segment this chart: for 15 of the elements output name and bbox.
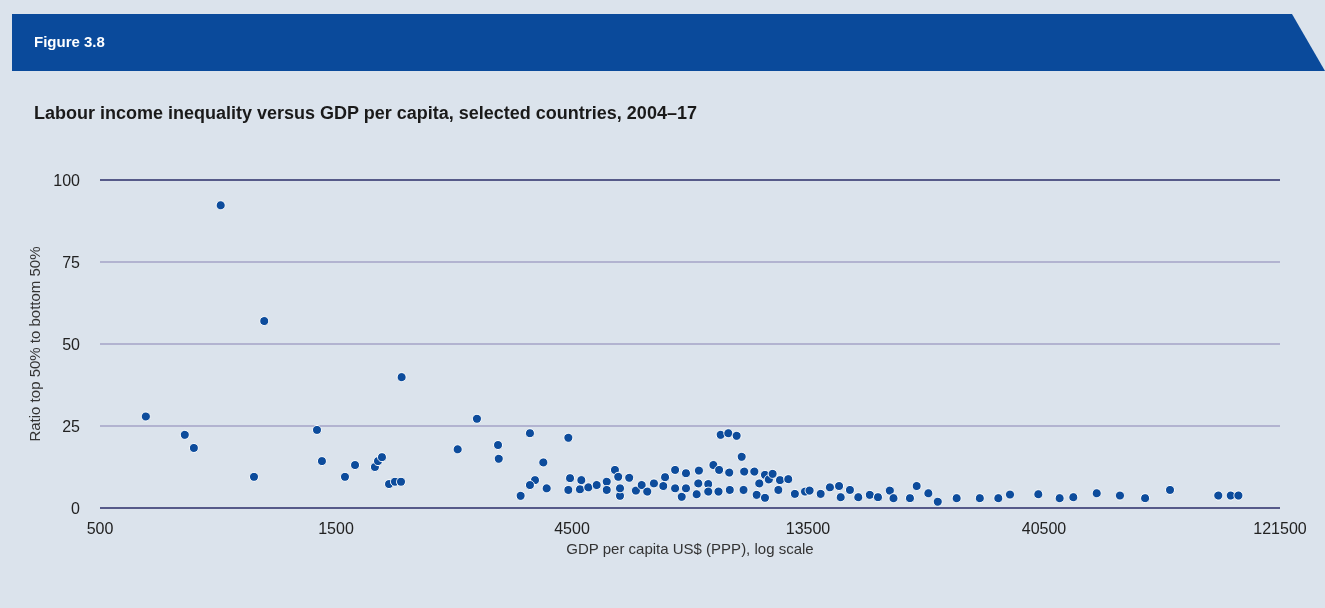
x-tick-label: 1500 bbox=[318, 519, 354, 537]
y-tick-label: 0 bbox=[71, 499, 81, 517]
x-tick-label: 500 bbox=[86, 519, 114, 537]
y-tick-label: 100 bbox=[53, 171, 81, 189]
y-tick-label: 50 bbox=[62, 335, 81, 353]
y-tick-label: 25 bbox=[62, 417, 81, 435]
chart-title: Figure 3.8 bbox=[34, 33, 105, 50]
x-tick-label: 40500 bbox=[1021, 519, 1067, 537]
y-axis-title: Ratio top 50% to bottom 50% bbox=[26, 246, 44, 442]
y-tick-label: 75 bbox=[62, 253, 81, 271]
x-tick-label: 121500 bbox=[1253, 519, 1307, 537]
x-axis-title: GDP per capita US$ (PPP), log scale bbox=[566, 539, 814, 557]
x-tick-label: 4500 bbox=[554, 519, 590, 537]
x-tick-label: 13500 bbox=[785, 519, 831, 537]
chart-subtitle: Labour income inequality versus GDP per capita, selected countries, 2004–17 bbox=[34, 103, 697, 124]
